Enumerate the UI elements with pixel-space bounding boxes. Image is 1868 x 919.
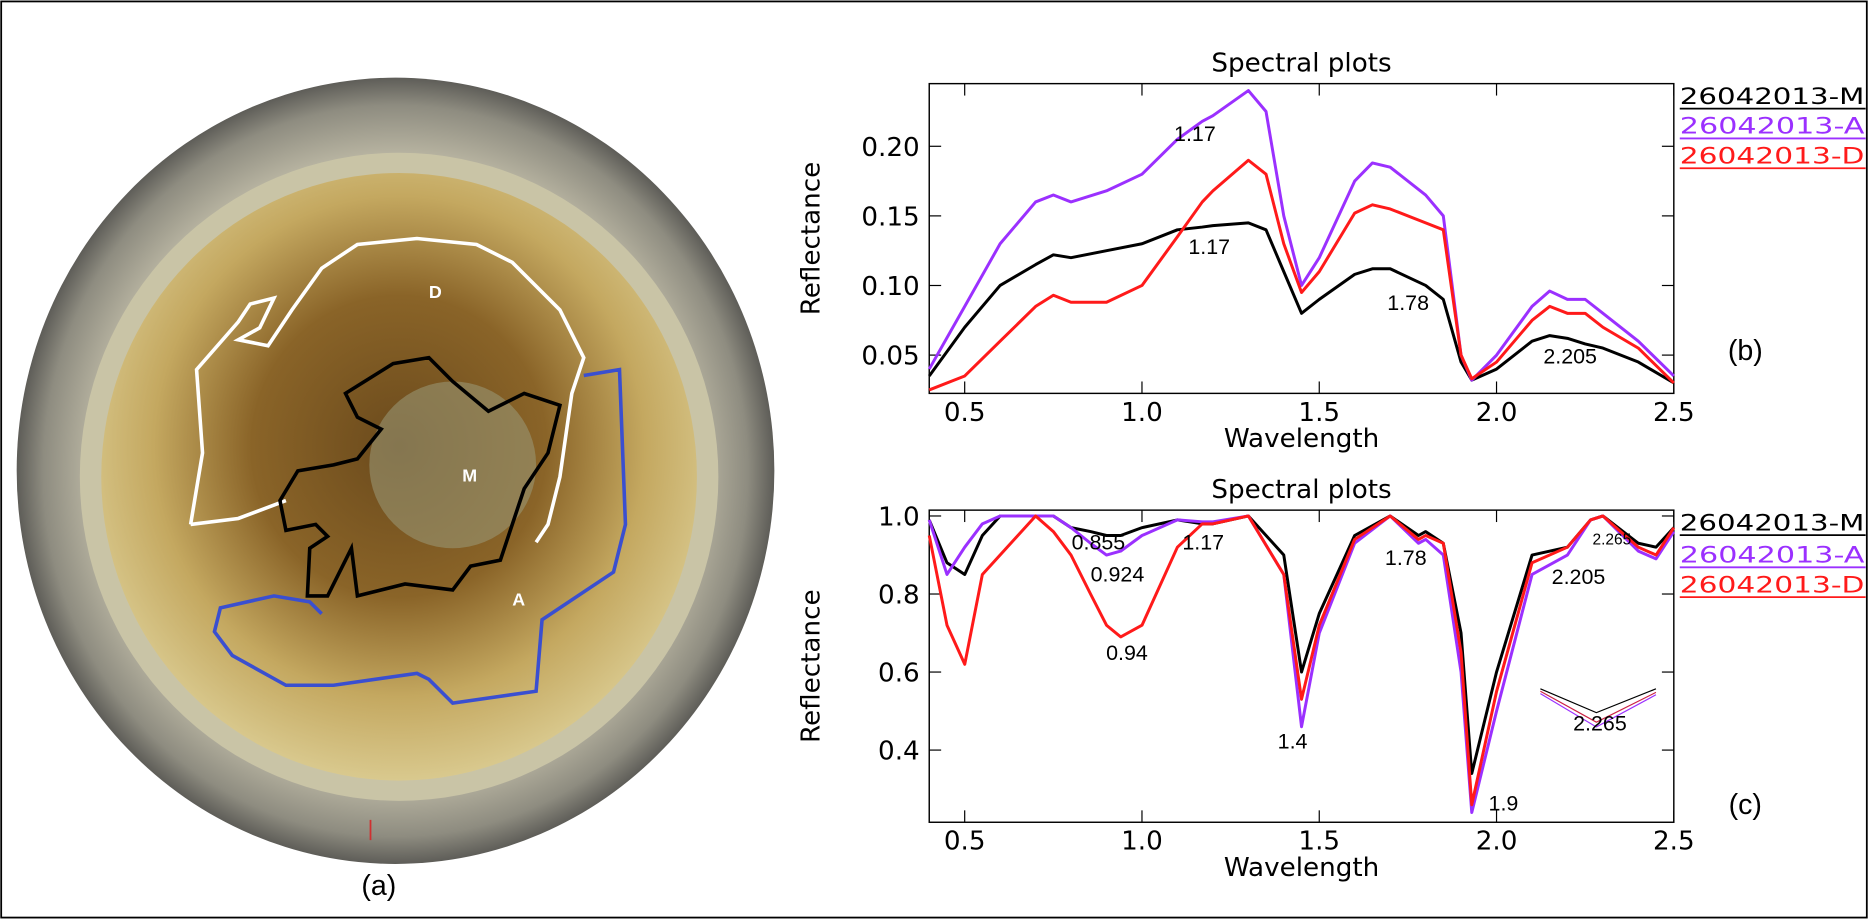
- y-tick-label: 0.8: [878, 581, 920, 611]
- figure: D M A (a) Spectral plots Wavelength Reflec…: [0, 0, 1868, 919]
- y-tick-label: 0.15: [861, 202, 919, 232]
- x-axis-label: Wavelength: [1224, 424, 1379, 454]
- annotation: 2.265: [1573, 712, 1627, 736]
- y-tick-label: 1.0: [878, 503, 920, 533]
- y-tick-label: 0.20: [861, 133, 919, 163]
- y-tick-label: 0.4: [878, 737, 920, 767]
- x-tick-label: 2.0: [1476, 398, 1518, 428]
- chart-title: Spectral plots: [1211, 49, 1391, 79]
- legend-label: 26042013-D: [1680, 143, 1865, 169]
- panel-label: (c): [1729, 789, 1762, 821]
- annotation: 1.78: [1385, 546, 1427, 570]
- annotation: 1.17: [1188, 235, 1230, 259]
- y-tick-label: 0.05: [861, 342, 919, 372]
- annotation: 0.924: [1091, 563, 1145, 587]
- y-axis-label: Reflectance: [797, 162, 827, 316]
- annotation: 2.205: [1552, 565, 1606, 589]
- x-tick-label: 2.5: [1653, 827, 1695, 857]
- region-label: M: [462, 466, 477, 486]
- y-axis-label: Reflectance: [797, 589, 827, 743]
- annotation: 1.78: [1387, 291, 1429, 315]
- legend-label: 26042013-M: [1680, 510, 1865, 536]
- page: {"chart_data":[ {"type":"line","title":"…: [0, 0, 1868, 919]
- x-tick-label: 2.5: [1653, 398, 1695, 428]
- panel-label: (a): [361, 870, 396, 902]
- y-tick-label: 0.10: [861, 272, 919, 302]
- photo: D M A: [17, 78, 775, 864]
- x-tick-label: 2.0: [1476, 827, 1518, 857]
- legend-label: 26042013-A: [1680, 543, 1865, 569]
- y-tick-label: 0.6: [878, 659, 920, 689]
- x-tick-label: 0.5: [944, 398, 986, 428]
- x-tick-label: 1.0: [1121, 827, 1163, 857]
- annotation: 1.4: [1278, 729, 1308, 753]
- annotation: 1.17: [1174, 122, 1216, 146]
- annotation: 2.205: [1543, 345, 1597, 369]
- x-tick-label: 1.5: [1298, 827, 1340, 857]
- region-label: D: [429, 282, 442, 302]
- annotation: 0.94: [1106, 641, 1148, 665]
- panel-label: (b): [1728, 335, 1763, 367]
- chart-title: Spectral plots: [1211, 475, 1391, 505]
- annotation: 0.855: [1072, 530, 1126, 554]
- annotation: 2.265: [1593, 532, 1632, 549]
- x-tick-label: 1.0: [1121, 398, 1163, 428]
- legend-label: 26042013-D: [1680, 572, 1865, 598]
- x-axis-label: Wavelength: [1224, 853, 1379, 883]
- region-label: A: [512, 589, 525, 609]
- x-tick-label: 0.5: [944, 827, 986, 857]
- annotation: 1.17: [1182, 530, 1224, 554]
- x-tick-label: 1.5: [1298, 398, 1340, 428]
- legend-label: 26042013-M: [1680, 84, 1865, 110]
- legend-label: 26042013-A: [1680, 114, 1865, 140]
- annotation: 1.9: [1489, 791, 1519, 815]
